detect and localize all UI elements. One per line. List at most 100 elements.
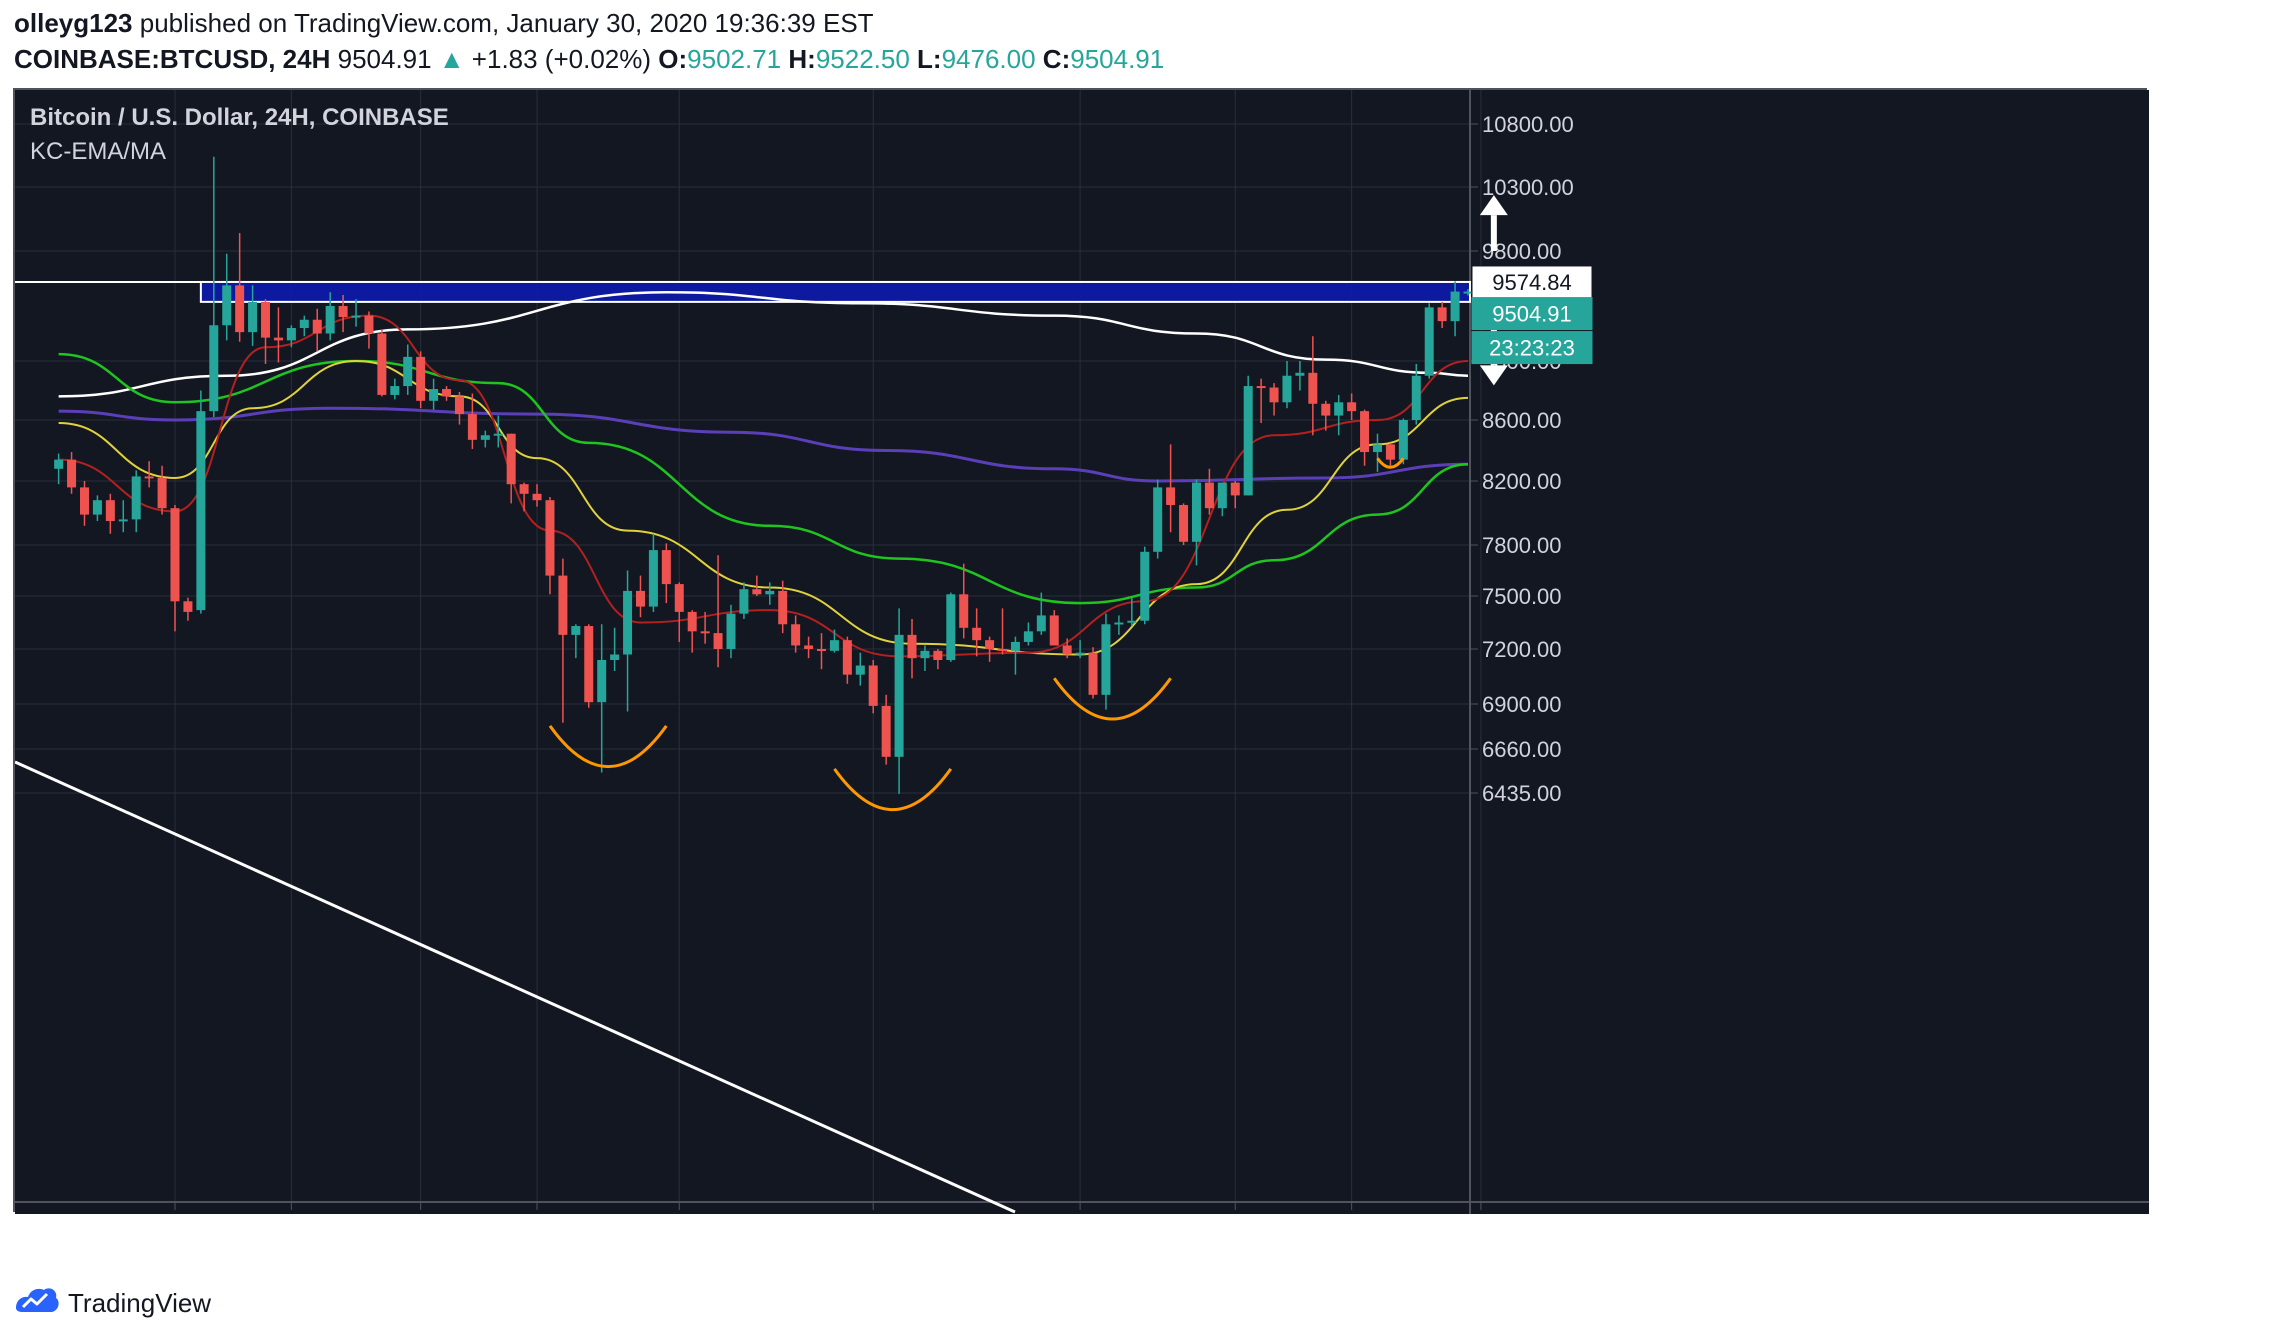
candle-body xyxy=(1256,386,1266,389)
candle-body xyxy=(1088,652,1098,695)
candle-body xyxy=(713,633,723,649)
legend-indicator[interactable]: KC-EMA/MA xyxy=(30,138,167,165)
y-tick-label: 8200.00 xyxy=(1482,469,1562,494)
y-tick-label: 6660.00 xyxy=(1482,737,1562,762)
candle-body xyxy=(429,389,439,401)
candle-body xyxy=(1463,291,1473,294)
ma-line-white xyxy=(58,290,1469,398)
candle-body xyxy=(674,584,684,612)
chart-canvas[interactable]: 11200.0010800.0010300.009800.009000.0086… xyxy=(15,90,2149,1214)
close-label: C: xyxy=(1042,44,1071,74)
candle-body xyxy=(105,500,115,521)
candle-body xyxy=(1372,444,1382,453)
candle-body xyxy=(635,590,645,607)
candle-body xyxy=(1036,615,1046,632)
candle-body xyxy=(454,396,464,415)
candle-body xyxy=(1191,482,1201,542)
low-value: 9476.00 xyxy=(941,44,1036,74)
candle-body xyxy=(1411,375,1421,420)
close-value: 9504.91 xyxy=(1070,44,1165,74)
price-label-text: 23:23:23 xyxy=(1489,336,1575,361)
candle-body xyxy=(377,333,387,395)
candle-body xyxy=(118,519,128,522)
candle-body xyxy=(532,493,542,501)
candle-body xyxy=(739,589,749,614)
candle-body xyxy=(183,601,193,612)
candle-body xyxy=(196,411,206,611)
candle-body xyxy=(1023,631,1033,642)
candle-body xyxy=(558,575,568,635)
candle-body xyxy=(261,301,271,338)
chart-header: olleyg123 published on TradingView.com, … xyxy=(14,6,2284,78)
candle-body xyxy=(571,626,581,635)
candle-body xyxy=(894,634,904,757)
candle-body xyxy=(1114,622,1124,625)
candle-body xyxy=(1321,403,1331,416)
bottom-pattern-arc xyxy=(1376,457,1405,469)
candle-body xyxy=(1101,624,1111,695)
y-tick-label: 11200.00 xyxy=(1482,90,1572,92)
candle-body xyxy=(791,624,801,646)
candle-body xyxy=(920,650,930,659)
candle-body xyxy=(1295,372,1305,376)
publisher-name[interactable]: olleyg123 xyxy=(14,8,133,38)
candle-body xyxy=(855,665,865,675)
candle-body xyxy=(286,328,296,341)
candle-body xyxy=(765,590,775,595)
symbol-label: COINBASE:BTCUSD, 24H xyxy=(14,44,331,74)
candle-body xyxy=(248,301,258,333)
candle-body xyxy=(1204,482,1214,509)
candle-body xyxy=(648,550,658,607)
candle-body xyxy=(1385,444,1395,460)
candle-body xyxy=(1062,645,1072,655)
candle-body xyxy=(687,611,697,632)
change-text: +1.83 (+0.02%) xyxy=(471,44,652,74)
high-label: H: xyxy=(788,44,816,74)
price-label-box xyxy=(1471,331,1593,365)
y-tick-label: 10300.00 xyxy=(1482,175,1574,200)
last-price: 9504.91 xyxy=(337,44,432,74)
open-label: O: xyxy=(658,44,688,74)
candle-body xyxy=(946,594,956,660)
candle-body xyxy=(1243,386,1253,496)
publish-line: olleyg123 published on TradingView.com, … xyxy=(14,8,874,39)
tradingview-logo-icon[interactable] xyxy=(14,1284,60,1318)
ma-line-green xyxy=(58,352,1469,605)
open-value: 9502.71 xyxy=(687,44,782,74)
candle-body xyxy=(1334,402,1344,416)
candle-body xyxy=(985,640,995,649)
candle-body xyxy=(1347,402,1357,412)
candle-body xyxy=(1153,487,1163,552)
y-tick-label: 6900.00 xyxy=(1482,692,1562,717)
candle-body xyxy=(881,705,891,757)
price-label-text: 9574.84 xyxy=(1492,270,1572,295)
footer-brand[interactable]: TradingView xyxy=(68,1288,212,1318)
candle-body xyxy=(1424,307,1434,376)
candle-body xyxy=(1308,372,1318,404)
candle-body xyxy=(79,487,89,515)
price-label-box xyxy=(1471,265,1593,299)
bottom-pattern-arc xyxy=(548,724,668,769)
candle-body xyxy=(1140,551,1150,621)
candle-body xyxy=(623,590,633,655)
candle-body xyxy=(778,590,788,625)
candle-body xyxy=(1282,375,1292,403)
candle-body xyxy=(726,613,736,649)
candle-body xyxy=(1360,411,1370,453)
candle-body xyxy=(804,645,814,649)
candle-body xyxy=(584,626,594,703)
change-arrow-icon: ▲ xyxy=(438,44,465,74)
candle-body xyxy=(998,649,1008,651)
y-tick-label: 10800.00 xyxy=(1482,112,1574,137)
y-tick-label: 7200.00 xyxy=(1482,637,1562,662)
plot-background xyxy=(15,90,2149,1214)
candle-body xyxy=(661,550,671,585)
ma-line-purple xyxy=(58,406,1469,483)
candle-body xyxy=(933,650,943,660)
candle-body xyxy=(493,433,503,436)
candle-body xyxy=(597,660,607,703)
price-label-box xyxy=(1471,297,1593,331)
chart-frame[interactable]: 11200.0010800.0010300.009800.009000.0086… xyxy=(13,88,2149,1214)
candle-body xyxy=(144,476,154,479)
candle-body xyxy=(442,389,452,397)
